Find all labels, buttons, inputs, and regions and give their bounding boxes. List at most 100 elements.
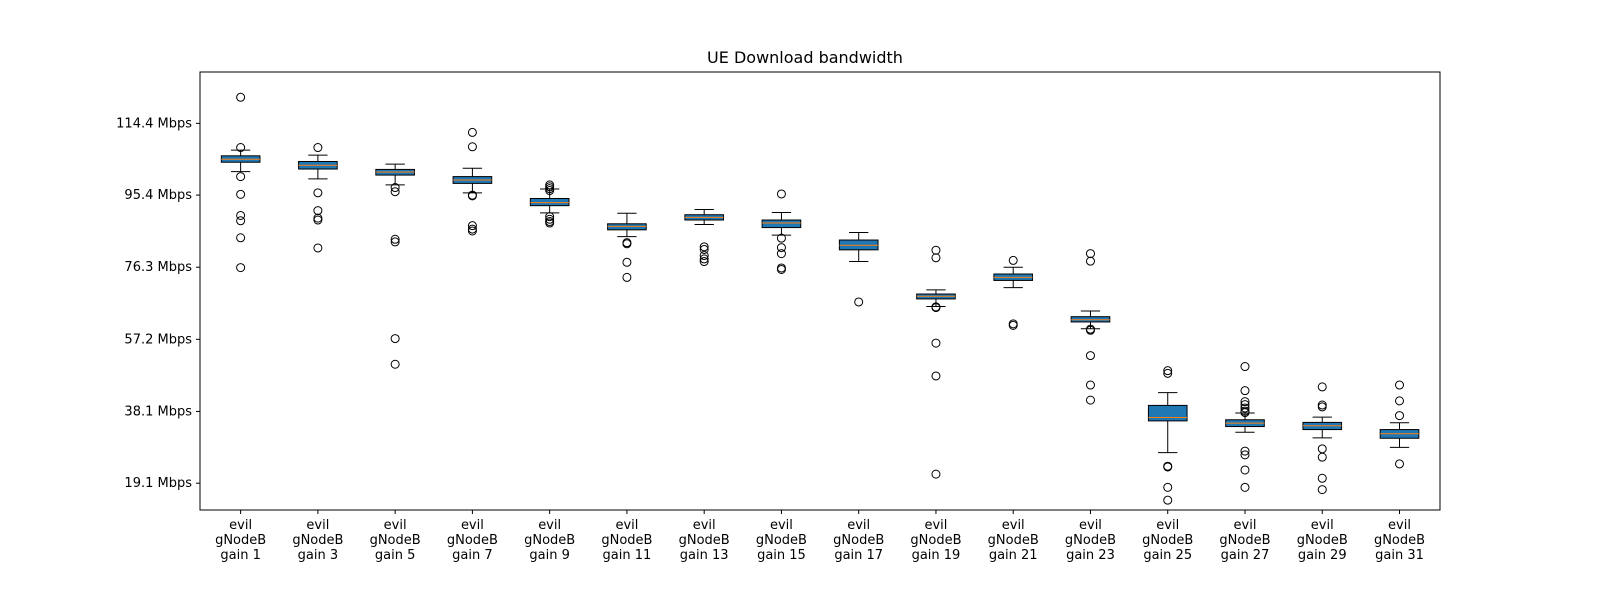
outlier-point (313, 188, 323, 198)
outlier-point (1085, 351, 1095, 361)
outlier-point (467, 191, 477, 201)
outlier-point (1395, 380, 1405, 390)
x-tick-label: gain 7 (452, 548, 492, 563)
outlier-point (1085, 256, 1095, 266)
x-tick-label: gNodeB (988, 533, 1039, 548)
outlier-point (1163, 368, 1173, 378)
outlier-point (776, 249, 786, 259)
outlier-point (699, 257, 709, 267)
outlier-point (236, 189, 246, 199)
x-tick-label: evil (770, 518, 793, 533)
outlier-point (390, 183, 400, 193)
x-tick-label: gain 19 (912, 548, 961, 563)
outlier-point (931, 245, 941, 255)
outlier-point (1240, 403, 1250, 413)
outlier-point (236, 210, 246, 220)
x-tick-label: gain 1 (220, 548, 260, 563)
outlier-point (1240, 465, 1250, 475)
outlier-point (390, 359, 400, 369)
x-tick-label: gNodeB (833, 533, 884, 548)
outlier-point (1395, 411, 1405, 421)
outlier-point (1085, 380, 1095, 390)
box-iqr (761, 219, 802, 229)
outlier-point (1240, 450, 1250, 460)
x-tick-label: evil (847, 518, 870, 533)
axes-frame (199, 71, 1441, 511)
x-tick-label: gain 23 (1066, 548, 1115, 563)
x-tick-label: evil (693, 518, 716, 533)
outlier-point (1395, 396, 1405, 406)
x-tick-label: gNodeB (447, 533, 498, 548)
outlier-point (545, 212, 555, 222)
x-tick-label: evil (1311, 518, 1334, 533)
outlier-point (931, 469, 941, 479)
x-tick-label: gNodeB (1142, 533, 1193, 548)
outlier-point (236, 263, 246, 273)
box-iqr (1147, 404, 1188, 422)
x-tick-label: evil (229, 518, 252, 533)
outlier-point (1317, 473, 1327, 483)
outlier-point (1317, 402, 1327, 412)
outlier-point (1240, 408, 1250, 418)
x-tick-label: gNodeB (910, 533, 961, 548)
outlier-point (236, 216, 246, 226)
outlier-point (622, 257, 632, 267)
x-tick-label: evil (461, 518, 484, 533)
x-tick-label: evil (1156, 518, 1179, 533)
outlier-point (776, 243, 786, 253)
x-tick-label: gain 9 (529, 548, 569, 563)
outlier-point (776, 233, 786, 243)
outlier-point (313, 243, 323, 253)
x-tick-label: gNodeB (370, 533, 421, 548)
outlier-point (390, 237, 400, 247)
outlier-point (699, 242, 709, 252)
x-tick-label: gain 27 (1221, 548, 1270, 563)
x-tick-label: gain 15 (757, 548, 806, 563)
outlier-point (1317, 444, 1327, 454)
outlier-point (1163, 495, 1173, 505)
outlier-point (467, 127, 477, 137)
chart-title: UE Download bandwidth (707, 48, 903, 67)
plot-area: 19.1 Mbps 38.1 Mbps 57.2 Mbps 76.3 Mbps 95.4… (116, 92, 1425, 563)
x-tick-label: evil (384, 518, 407, 533)
outlier-point (1163, 366, 1173, 376)
outlier-point (1240, 362, 1250, 372)
outlier-point (1317, 485, 1327, 495)
x-tick-label: gain 21 (989, 548, 1038, 563)
outlier-point (467, 221, 477, 231)
x-tick-label: gain 31 (1375, 548, 1424, 563)
x-tick-label: evil (615, 518, 638, 533)
outlier-point (1317, 452, 1327, 462)
outlier-point (236, 172, 246, 182)
x-tick-label: evil (1079, 518, 1102, 533)
outlier-point (313, 215, 323, 225)
x-tick-label: evil (924, 518, 947, 533)
outlier-point (390, 187, 400, 197)
outlier-point (1163, 462, 1173, 472)
outlier-point (931, 303, 941, 313)
x-tick-label: gNodeB (1374, 533, 1425, 548)
outlier-point (622, 272, 632, 282)
outlier-point (545, 186, 555, 196)
outlier-point (236, 143, 246, 153)
outlier-point (1240, 482, 1250, 492)
outlier-point (622, 239, 632, 249)
x-tick-label: gNodeB (1065, 533, 1116, 548)
outlier-point (1317, 382, 1327, 392)
x-tick-label: gain 11 (603, 548, 652, 563)
y-tick-label: 95.4 Mbps (124, 188, 192, 203)
y-tick-label: 19.1 Mbps (124, 476, 192, 491)
outlier-point (545, 218, 555, 228)
outlier-point (1085, 325, 1095, 335)
x-tick-label: gNodeB (292, 533, 343, 548)
outlier-point (931, 371, 941, 381)
outlier-point (1163, 482, 1173, 492)
outlier-point (236, 92, 246, 102)
outlier-point (467, 142, 477, 152)
outlier-point (545, 214, 555, 224)
x-tick-label: evil (1002, 518, 1025, 533)
x-tick-label: gain 17 (834, 548, 883, 563)
y-tick-label: 114.4 Mbps (116, 116, 192, 131)
outlier-point (467, 226, 477, 236)
